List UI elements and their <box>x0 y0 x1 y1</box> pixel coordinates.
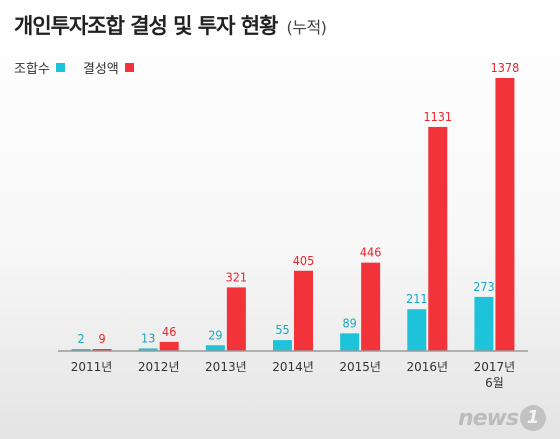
data-label-amount: 321 <box>226 269 247 284</box>
x-tick-label: 2016년 <box>406 360 448 374</box>
x-tick-label: 6월 <box>485 376 504 390</box>
x-tick-label: 2017년 <box>474 360 516 374</box>
chart-legend: 조합수 결성액 <box>14 58 152 77</box>
x-tick-label: 2011년 <box>71 360 113 374</box>
bar-count <box>71 349 91 351</box>
chart-subtitle: (누적) <box>286 18 327 37</box>
bar-amount <box>159 341 179 351</box>
data-label-amount: 9 <box>98 331 105 346</box>
bar-count <box>407 309 427 351</box>
data-label-amount: 405 <box>293 253 314 268</box>
data-label-count: 2 <box>77 331 84 346</box>
data-label-amount: 446 <box>360 245 381 260</box>
bar-count <box>474 296 494 351</box>
data-label-count: 89 <box>342 315 356 330</box>
bar-amount <box>361 262 381 351</box>
news1-logo-word: news <box>457 405 519 431</box>
data-label-amount: 1131 <box>423 109 452 124</box>
data-label-amount: 46 <box>162 324 176 339</box>
bar-amount <box>428 126 448 351</box>
chart-header: 개인투자조합 결성 및 투자 현황 (누적) <box>14 10 327 40</box>
news1-logo: news 1 <box>458 405 546 431</box>
bar-amount <box>294 270 313 351</box>
x-tick-label: 2015년 <box>339 360 381 374</box>
bar-amount <box>495 78 515 351</box>
bar-count <box>340 333 360 351</box>
legend-label-count: 조합수 <box>14 62 50 77</box>
data-label-count: 29 <box>208 327 222 342</box>
bar-amount <box>92 349 112 351</box>
bar-count <box>273 340 292 351</box>
bar-count <box>205 345 225 351</box>
bar-count <box>138 348 158 351</box>
chart-title: 개인투자조합 결성 및 투자 현황 <box>14 14 278 38</box>
data-label-count: 13 <box>141 330 155 345</box>
data-label-count: 211 <box>406 291 427 306</box>
legend-swatch-count <box>55 63 65 72</box>
x-tick-label: 2012년 <box>138 360 180 374</box>
legend-swatch-amount <box>124 63 134 72</box>
news1-logo-mark: 1 <box>520 405 546 431</box>
legend-item-count: 조합수 <box>14 58 65 77</box>
data-label-count: 55 <box>275 322 289 337</box>
legend-label-amount: 결성액 <box>82 62 119 77</box>
data-label-amount: 1378 <box>491 60 520 75</box>
bar-amount <box>226 287 246 351</box>
data-label-count: 273 <box>473 279 494 294</box>
x-tick-label: 2013년 <box>205 360 247 374</box>
legend-item-amount: 결성액 <box>83 58 134 77</box>
x-tick-label: 2014년 <box>272 360 314 374</box>
